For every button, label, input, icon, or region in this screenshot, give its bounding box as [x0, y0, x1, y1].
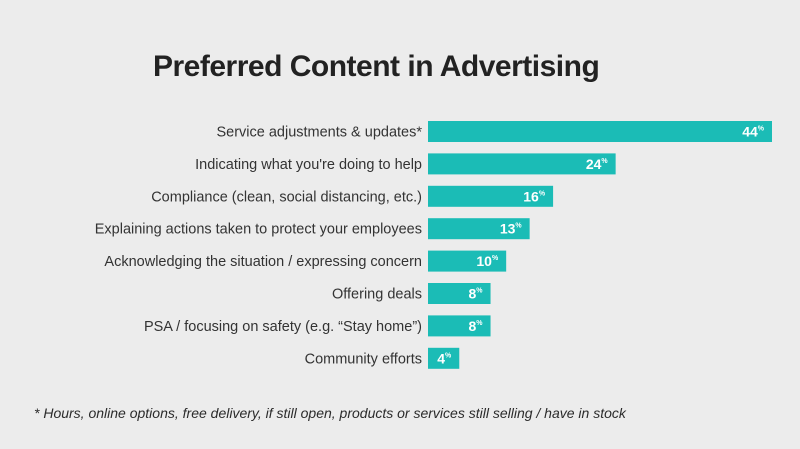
- value-label: 4%: [437, 350, 452, 366]
- value-label: 44%: [742, 124, 765, 140]
- chart-title: Preferred Content in Advertising: [153, 50, 600, 83]
- bar: [428, 121, 772, 142]
- category-label: Offering deals: [332, 287, 422, 303]
- value-label: 10%: [476, 253, 499, 269]
- category-label: Service adjustments & updates*: [216, 125, 422, 141]
- footnote: * Hours, online options, free delivery, …: [34, 405, 626, 421]
- category-label: Explaining actions taken to protect your…: [95, 222, 422, 238]
- value-label: 16%: [523, 188, 546, 204]
- bar: [428, 185, 554, 207]
- value-labels: 44% 24% 16% 13%10% 8% 8% 4%: [437, 124, 765, 367]
- value-label: 8%: [469, 318, 484, 334]
- bar: [428, 250, 507, 272]
- category-label: Compliance (clean, social distancing, et…: [151, 189, 422, 205]
- category-labels: Service adjustments & updates* Indicating…: [95, 125, 423, 368]
- value-label: 8%: [469, 286, 484, 302]
- category-label: PSA / focusing on safety (e.g. “Stay hom…: [144, 319, 422, 335]
- bar: [428, 153, 616, 175]
- bar: [428, 218, 530, 240]
- bar: [428, 347, 460, 369]
- value-label: 24%: [586, 156, 609, 172]
- bars: [428, 121, 772, 369]
- category-label: Community efforts: [305, 351, 422, 367]
- category-label: Acknowledging the situation / expressing…: [104, 254, 422, 270]
- value-label: 13%: [500, 221, 523, 237]
- bar: [428, 283, 491, 304]
- category-label: Indicating what you're doing to help: [195, 157, 422, 173]
- bar: [428, 315, 491, 337]
